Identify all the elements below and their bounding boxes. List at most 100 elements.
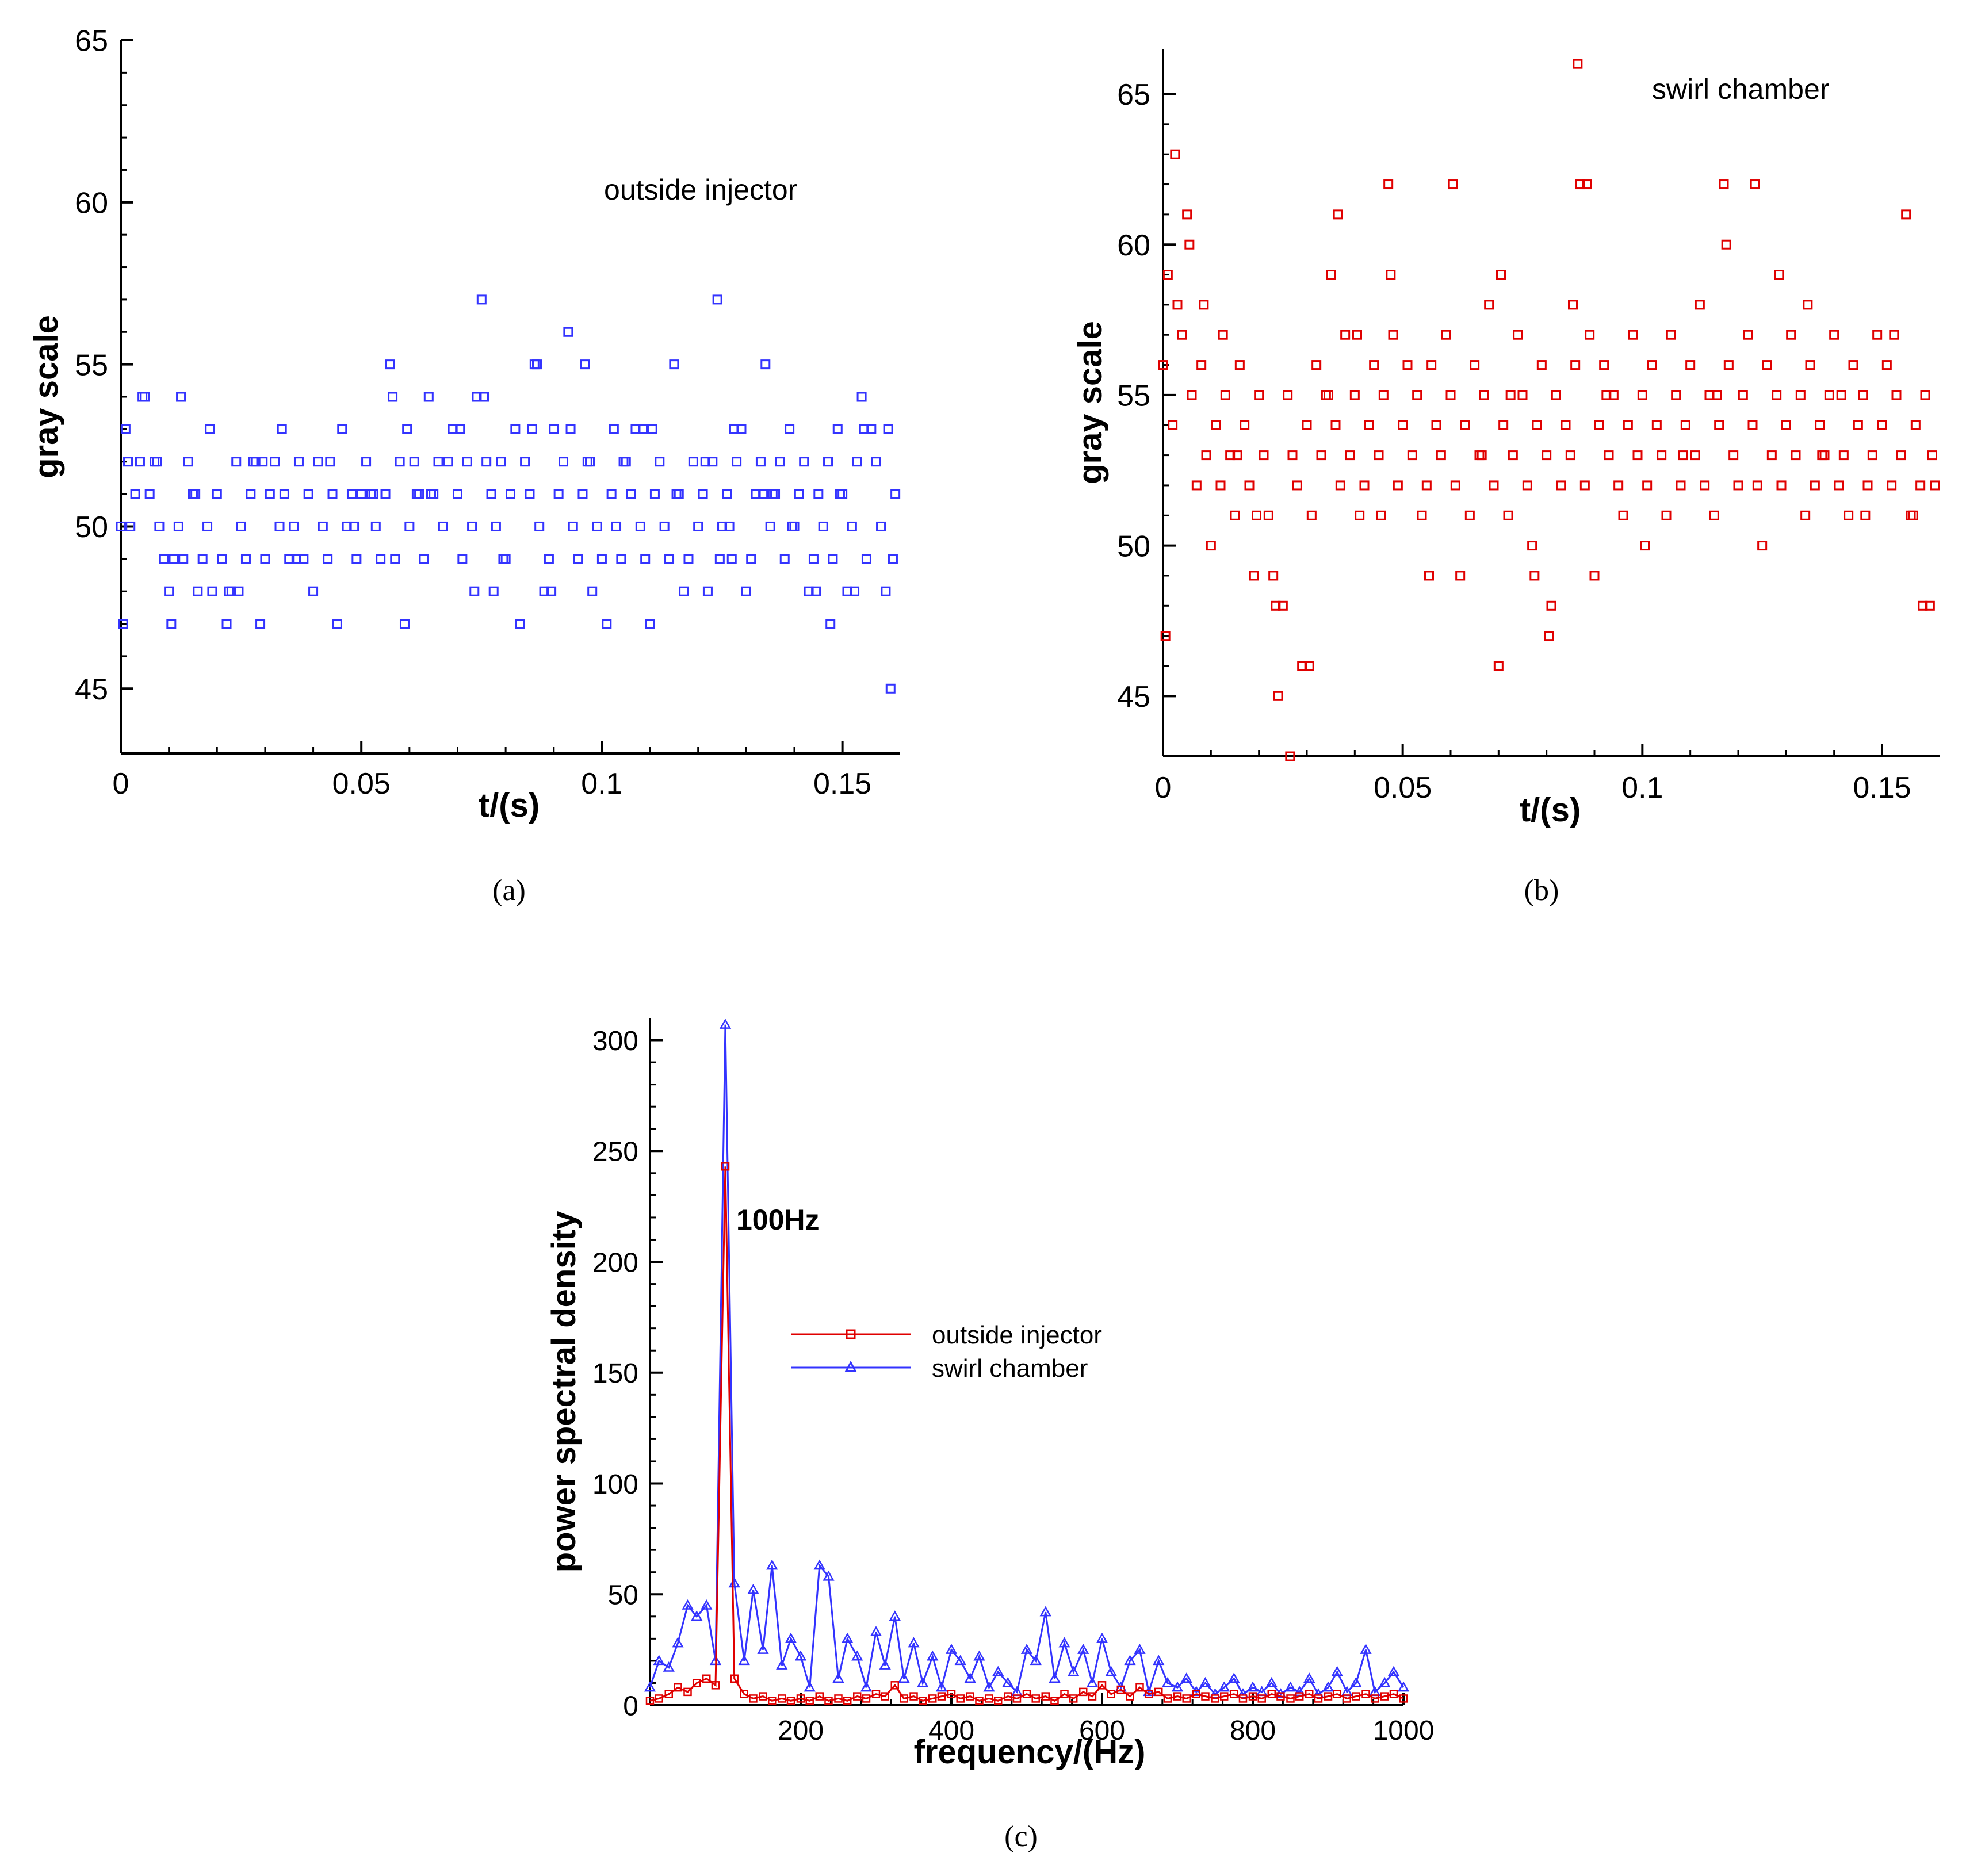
scatter-point xyxy=(270,457,280,467)
scatter-point xyxy=(1330,420,1341,430)
scatter-point xyxy=(1889,330,1899,340)
scatter-point xyxy=(1647,360,1657,370)
scatter-point xyxy=(120,424,131,434)
scatter-point xyxy=(876,521,886,531)
scatter-point xyxy=(1532,420,1542,430)
series-point xyxy=(1314,1694,1323,1703)
scatter-point xyxy=(606,489,617,499)
scatter-point xyxy=(698,489,708,499)
scatter-point xyxy=(577,489,588,499)
scatter-point xyxy=(758,489,768,499)
scatter-point xyxy=(1786,330,1796,340)
scatter-point xyxy=(1355,510,1365,520)
y-tick-label: 300 xyxy=(592,1026,638,1056)
panel-a-xlabel: t/(s) xyxy=(479,787,540,824)
scatter-point xyxy=(1287,450,1298,461)
scatter-point xyxy=(1570,360,1581,370)
panel-b-axes: 0 0.05 0.1 0.15 45 50 55 60 65 xyxy=(1117,49,1940,805)
scatter-point xyxy=(1901,209,1911,220)
scatter-point xyxy=(1613,480,1624,491)
scatter-point xyxy=(1915,480,1926,491)
scatter-point xyxy=(1489,480,1499,491)
series-point xyxy=(993,1697,1003,1705)
scatter-point xyxy=(767,489,778,499)
scatter-point xyxy=(1234,360,1245,370)
scatter-point xyxy=(370,521,381,531)
series-point xyxy=(862,1694,871,1703)
scatter-point xyxy=(1283,390,1293,400)
series-point xyxy=(813,1559,825,1570)
scatter-point xyxy=(799,457,809,467)
scatter-point xyxy=(1359,480,1370,491)
scatter-point xyxy=(1244,480,1255,491)
scatter-point xyxy=(240,554,251,564)
scatter-point xyxy=(1249,571,1259,581)
series-point xyxy=(1295,1692,1304,1701)
series-point xyxy=(1286,1694,1295,1703)
scatter-point xyxy=(726,554,737,564)
series-point xyxy=(823,1570,835,1581)
series-point xyxy=(1097,1681,1107,1690)
series-point xyxy=(1294,1686,1306,1697)
panel-b-marks xyxy=(1158,59,1940,761)
series-point xyxy=(1380,1692,1389,1701)
scatter-point xyxy=(1594,420,1604,430)
series-point xyxy=(1154,1687,1163,1697)
x-tick-label: 0.05 xyxy=(332,767,391,801)
series-point xyxy=(672,1637,684,1648)
scatter-point xyxy=(861,554,871,564)
scatter-point xyxy=(291,554,301,564)
series-point xyxy=(937,1692,946,1701)
series-point xyxy=(1069,1694,1078,1703)
scatter-point xyxy=(828,554,838,564)
scatter-point xyxy=(176,392,186,402)
scatter-point xyxy=(1393,480,1403,491)
scatter-point xyxy=(1321,390,1331,400)
scatter-point xyxy=(1431,420,1441,430)
panel-c-axes: 200 400 600 800 1000 0 50 100 150 200 250 300 xyxy=(592,1018,1434,1746)
scatter-point xyxy=(1168,420,1178,430)
scatter-point xyxy=(318,521,328,531)
scatter-point xyxy=(388,392,398,402)
scatter-point xyxy=(1766,450,1777,461)
scatter-point xyxy=(277,424,287,434)
series-point xyxy=(1004,1692,1012,1701)
series-point xyxy=(1173,1692,1182,1701)
scatter-point xyxy=(1215,480,1226,491)
scatter-point xyxy=(164,586,174,596)
scatter-point xyxy=(1618,510,1628,520)
scatter-point xyxy=(1306,510,1317,520)
scatter-point xyxy=(794,489,804,499)
series-point xyxy=(1124,1655,1136,1666)
series-point xyxy=(1107,1690,1115,1698)
scatter-point xyxy=(1517,390,1528,400)
scatter-point xyxy=(1858,390,1868,400)
scatter-point xyxy=(205,424,215,434)
scatter-point xyxy=(655,457,665,467)
scatter-point xyxy=(638,424,648,434)
scatter-point xyxy=(1460,420,1470,430)
scatter-point xyxy=(452,489,462,499)
series-point xyxy=(1134,1644,1146,1654)
scatter-point xyxy=(1757,541,1768,551)
series-line-swirl-chamber xyxy=(649,1024,1405,1695)
y-tick-label: 100 xyxy=(592,1469,638,1500)
scatter-point xyxy=(611,521,622,531)
series-point xyxy=(1238,1694,1248,1703)
scatter-point xyxy=(1470,360,1480,370)
scatter-point xyxy=(327,489,338,499)
scatter-point xyxy=(1544,631,1554,641)
series-point xyxy=(928,1694,937,1703)
scatter-point xyxy=(1498,420,1509,430)
scatter-point xyxy=(221,619,232,629)
scatter-point xyxy=(118,619,128,629)
y-tick-label: 250 xyxy=(592,1137,638,1167)
scatter-point xyxy=(1508,450,1518,461)
series-point xyxy=(881,1692,889,1701)
scatter-point xyxy=(1743,330,1753,340)
series-point xyxy=(935,1681,948,1692)
series-point xyxy=(1361,1690,1370,1698)
scatter-point xyxy=(125,521,136,531)
scatter-point xyxy=(1162,270,1173,280)
series-point xyxy=(796,1694,805,1703)
